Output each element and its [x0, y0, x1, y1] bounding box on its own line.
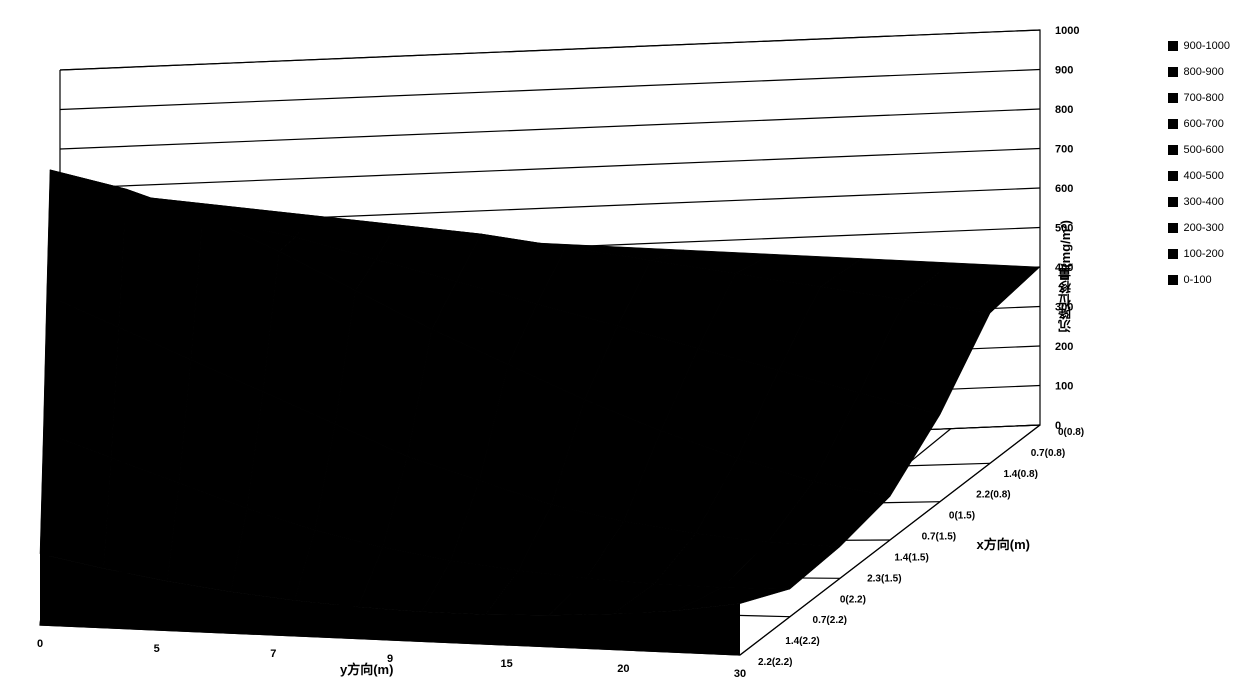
legend-item: 500-600	[1168, 144, 1231, 156]
svg-text:2.2(2.2): 2.2(2.2)	[758, 657, 792, 668]
svg-text:700: 700	[1055, 144, 1073, 156]
legend-item: 200-300	[1168, 222, 1231, 234]
legend-label: 500-600	[1184, 144, 1224, 156]
legend-label: 700-800	[1184, 92, 1224, 104]
legend: 900-1000 800-900 700-800 600-700 500-600 400-…	[1168, 40, 1231, 300]
svg-text:1.4(1.5): 1.4(1.5)	[894, 552, 928, 563]
legend-item: 100-200	[1168, 248, 1231, 260]
legend-item: 400-500	[1168, 170, 1231, 182]
svg-text:0(1.5): 0(1.5)	[949, 511, 975, 522]
x-axis-label: x方向(m)	[977, 534, 1030, 553]
svg-text:0.7(2.2): 0.7(2.2)	[813, 615, 847, 626]
svg-text:1000: 1000	[1055, 25, 1079, 37]
legend-label: 0-100	[1184, 274, 1212, 286]
y-axis-label: y方向(m)	[340, 659, 393, 678]
svg-text:0.7(0.8): 0.7(0.8)	[1031, 448, 1065, 459]
legend-item: 300-400	[1168, 196, 1231, 208]
legend-label: 900-1000	[1184, 40, 1231, 52]
legend-swatch	[1168, 171, 1178, 181]
legend-label: 800-900	[1184, 66, 1224, 78]
legend-swatch	[1168, 145, 1178, 155]
legend-swatch	[1168, 119, 1178, 129]
svg-text:1.4(2.2): 1.4(2.2)	[785, 636, 819, 647]
legend-swatch	[1168, 275, 1178, 285]
legend-label: 100-200	[1184, 248, 1224, 260]
legend-label: 600-700	[1184, 118, 1224, 130]
legend-swatch	[1168, 223, 1178, 233]
legend-swatch	[1168, 41, 1178, 51]
legend-item: 800-900	[1168, 66, 1231, 78]
svg-text:800: 800	[1055, 104, 1073, 116]
svg-text:100: 100	[1055, 381, 1073, 393]
legend-swatch	[1168, 93, 1178, 103]
svg-text:7: 7	[270, 648, 276, 660]
legend-item: 600-700	[1168, 118, 1231, 130]
legend-label: 400-500	[1184, 170, 1224, 182]
svg-text:2.3(1.5): 2.3(1.5)	[867, 573, 901, 584]
svg-text:15: 15	[501, 658, 513, 670]
legend-swatch	[1168, 249, 1178, 259]
legend-item: 700-800	[1168, 92, 1231, 104]
svg-text:5: 5	[154, 643, 160, 655]
svg-text:900: 900	[1055, 65, 1073, 77]
svg-text:0.7(1.5): 0.7(1.5)	[922, 532, 956, 543]
svg-text:200: 200	[1055, 341, 1073, 353]
legend-item: 0-100	[1168, 274, 1231, 286]
chart-canvas: 0100200300400500600700800900100005791520…	[0, 0, 1110, 693]
legend-swatch	[1168, 67, 1178, 77]
svg-text:0(0.8): 0(0.8)	[1058, 427, 1084, 438]
legend-swatch	[1168, 197, 1178, 207]
svg-text:600: 600	[1055, 183, 1073, 195]
surface-chart: 0100200300400500600700800900100005791520…	[0, 0, 1240, 693]
svg-text:20: 20	[617, 663, 629, 675]
svg-text:0: 0	[37, 638, 43, 650]
svg-text:2.2(0.8): 2.2(0.8)	[976, 490, 1010, 501]
z-axis-label: 沉降位移量(mg/m²)	[1056, 220, 1075, 333]
svg-text:30: 30	[734, 668, 746, 680]
legend-label: 200-300	[1184, 222, 1224, 234]
svg-text:1.4(0.8): 1.4(0.8)	[1003, 469, 1037, 480]
svg-text:0(2.2): 0(2.2)	[840, 594, 866, 605]
legend-item: 900-1000	[1168, 40, 1231, 52]
legend-label: 300-400	[1184, 196, 1224, 208]
